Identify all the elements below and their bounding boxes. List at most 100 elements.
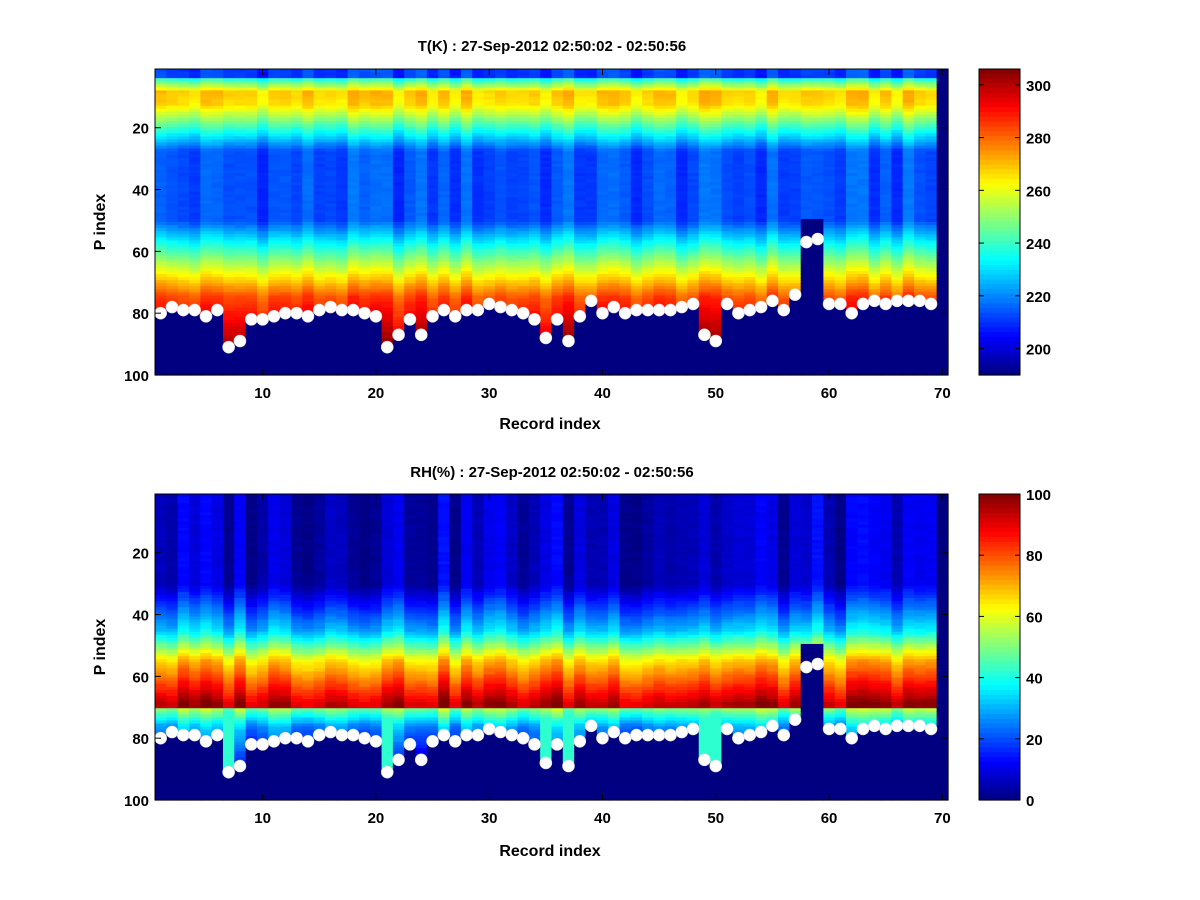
temperature-heatmap-cell <box>177 298 190 303</box>
temperature-heatmap-cell <box>200 353 213 358</box>
temperature-heatmap-cell <box>234 240 247 245</box>
temperature-heatmap-cell <box>302 142 315 147</box>
temperature-heatmap-cell <box>200 350 213 355</box>
temperature-heatmap-cell <box>460 191 473 196</box>
temperature-heatmap-cell <box>483 243 496 248</box>
temperature-heatmap-cell <box>347 365 360 370</box>
temperature-heatmap-cell <box>460 203 473 208</box>
temperature-heatmap-cell <box>279 151 292 156</box>
temperature-heatmap-cell <box>517 292 530 297</box>
temperature-heatmap-cell <box>155 127 167 131</box>
temperature-heatmap-cell <box>415 326 428 330</box>
temperature-heatmap-cell <box>426 206 439 211</box>
temperature-heatmap-cell <box>517 124 530 128</box>
temperature-heatmap-cell <box>177 111 190 116</box>
temperature-heatmap-cell <box>472 69 485 73</box>
temperature-heatmap-cell <box>188 240 201 245</box>
temperature-heatmap-cell <box>358 72 371 76</box>
temperature-heatmap-cell <box>279 194 292 199</box>
temperature-heatmap-cell <box>449 194 462 199</box>
temperature-heatmap-cell <box>302 277 315 281</box>
temperature-heatmap-cell <box>449 166 462 171</box>
temperature-heatmap-cell <box>449 108 462 113</box>
temperature-heatmap-cell <box>200 222 213 226</box>
temperature-heatmap-cell <box>347 371 360 376</box>
temperature-heatmap-cell <box>404 292 417 297</box>
temperature-heatmap-cell <box>324 353 337 358</box>
temperature-heatmap-cell <box>347 274 360 278</box>
temperature-heatmap-cell <box>392 371 405 376</box>
temperature-heatmap-cell <box>381 270 394 275</box>
temperature-heatmap-cell <box>177 124 190 128</box>
temperature-heatmap-cell <box>256 130 269 134</box>
temperature-heatmap-cell <box>256 136 269 140</box>
temperature-heatmap-cell <box>370 139 383 144</box>
temperature-heatmap-cell <box>415 139 428 144</box>
temperature-heatmap-cell <box>256 121 269 125</box>
temperature-heatmap-cell <box>155 114 167 119</box>
temperature-heatmap-cell <box>245 350 258 355</box>
temperature-heatmap-cell <box>268 157 281 162</box>
temperature-heatmap-cell <box>528 114 541 119</box>
temperature-heatmap-cell <box>347 267 360 272</box>
temperature-heatmap-cell <box>483 264 496 269</box>
temperature-heatmap-cell <box>506 151 519 156</box>
temperature-heatmap-cell <box>166 72 179 76</box>
temperature-heatmap-cell <box>528 234 541 238</box>
temperature-heatmap-cell <box>155 322 167 327</box>
temperature-heatmap-cell <box>494 90 507 95</box>
temperature-heatmap-cell <box>166 166 179 171</box>
temperature-heatmap-cell <box>256 264 269 269</box>
temperature-heatmap-cell <box>404 338 417 342</box>
temperature-heatmap-cell <box>222 69 235 73</box>
temperature-heatmap-cell <box>336 289 349 293</box>
temperature-heatmap-cell <box>415 347 428 352</box>
temperature-heatmap-cell <box>472 111 485 116</box>
temperature-heatmap-cell <box>336 127 349 131</box>
temperature-heatmap-cell <box>449 197 462 202</box>
temperature-heatmap-cell <box>449 347 462 352</box>
temperature-heatmap-cell <box>404 307 417 312</box>
temperature-heatmap-cell <box>347 335 360 339</box>
temperature-heatmap-cell <box>188 329 201 333</box>
temperature-heatmap-cell <box>426 255 439 260</box>
temperature-heatmap-cell <box>177 326 190 330</box>
temperature-heatmap-cell <box>336 222 349 226</box>
temperature-heatmap-cell <box>268 332 281 336</box>
temperature-heatmap-cell <box>494 75 507 79</box>
temperature-heatmap-cell <box>370 84 383 88</box>
temperature-heatmap-cell <box>268 185 281 189</box>
temperature-heatmap-cell <box>472 185 485 189</box>
temperature-heatmap-cell <box>256 283 269 287</box>
temperature-heatmap-cell <box>268 228 281 232</box>
temperature-heatmap-cell <box>415 90 428 95</box>
temperature-heatmap-cell <box>415 173 428 177</box>
temperature-heatmap-cell <box>268 304 281 309</box>
temperature-heatmap-cell <box>245 332 258 336</box>
temperature-heatmap-cell <box>483 255 496 260</box>
temperature-heatmap-cell <box>415 69 428 73</box>
temperature-heatmap-cell <box>438 206 451 211</box>
temperature-heatmap-cell <box>222 75 235 79</box>
temperature-heatmap-cell <box>472 81 485 85</box>
temperature-heatmap-cell <box>211 368 224 373</box>
temperature-heatmap-cell <box>426 307 439 312</box>
temperature-heatmap-cell <box>370 127 383 131</box>
temperature-heatmap-cell <box>528 163 541 168</box>
temperature-heatmap-cell <box>392 188 405 192</box>
temperature-heatmap-cell <box>494 319 507 324</box>
temperature-heatmap-cell <box>336 246 349 251</box>
temperature-heatmap-cell <box>279 105 292 110</box>
temperature-heatmap-cell <box>155 319 167 324</box>
temperature-heatmap-cell <box>256 81 269 85</box>
temperature-heatmap-cell <box>483 121 496 125</box>
temperature-heatmap-cell <box>449 344 462 349</box>
temperature-heatmap-cell <box>211 212 224 217</box>
temperature-heatmap-cell <box>347 316 360 321</box>
temperature-heatmap-cell <box>313 169 326 174</box>
temperature-heatmap-cell <box>449 130 462 134</box>
temperature-heatmap-cell <box>313 72 326 76</box>
temperature-heatmap-cell <box>347 326 360 330</box>
temperature-heatmap-cell <box>256 243 269 248</box>
temperature-heatmap-cell <box>166 255 179 260</box>
